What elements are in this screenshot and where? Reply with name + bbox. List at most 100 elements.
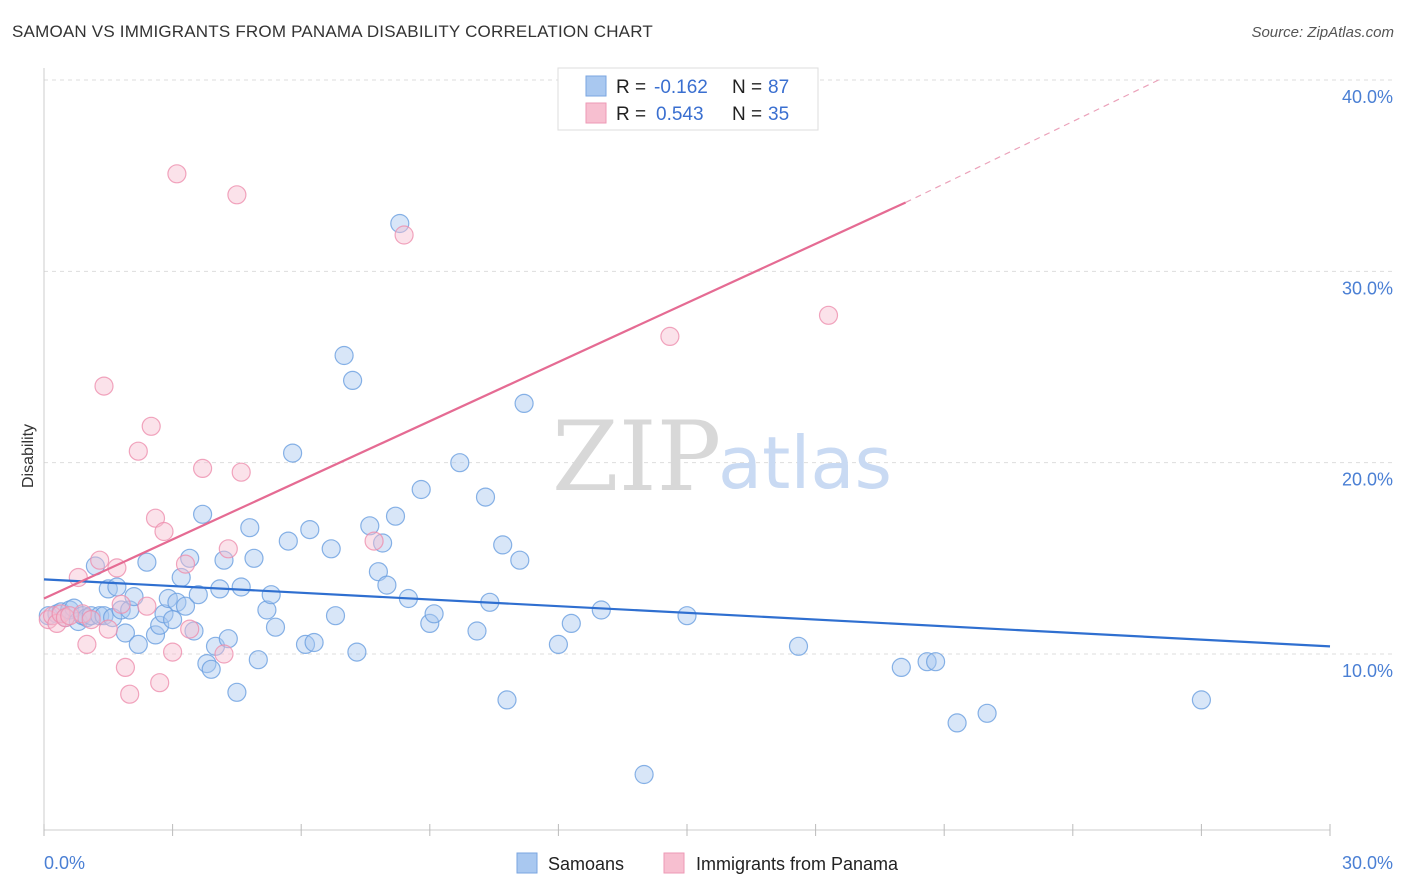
point-samoans (128, 634, 148, 655)
watermark-atlas: atlas (718, 421, 892, 505)
point-samoans (343, 370, 363, 390)
point-panama (94, 376, 114, 396)
legend-bottom: Samoans Immigrants from Panama (516, 852, 899, 874)
point-panama (137, 596, 157, 616)
point-samoans (201, 659, 221, 679)
point-samoans (257, 600, 277, 620)
point-samoans (467, 621, 487, 641)
point-samoans (248, 650, 268, 670)
point-panama (818, 305, 839, 325)
legend-r-value-panama: 0.543 (656, 104, 704, 125)
y-tick-label: 10.0% (1342, 661, 1393, 681)
point-samoans (977, 703, 997, 723)
point-panama (364, 531, 384, 551)
x-tick-label-min: 0.0% (44, 853, 85, 873)
point-samoans (891, 657, 911, 678)
y-tick-label: 30.0% (1342, 278, 1393, 298)
point-samoans (390, 213, 410, 234)
point-panama (214, 644, 234, 664)
point-samoans (591, 600, 611, 620)
point-samoans (634, 764, 654, 785)
point-samoans (145, 625, 166, 645)
point-samoans (231, 577, 251, 597)
point-samoans (347, 642, 367, 662)
point-samoans (163, 609, 183, 630)
point-panama (111, 594, 131, 614)
point-samoans (244, 548, 264, 568)
point-samoans (261, 585, 281, 605)
legend-r-label-samoans: R = (616, 77, 646, 98)
point-samoans (475, 487, 496, 507)
point-panama (227, 185, 247, 205)
point-panama (218, 539, 238, 559)
point-panama (141, 416, 161, 436)
point-panama (231, 462, 251, 482)
point-panama (81, 609, 101, 630)
point-panama (180, 619, 200, 639)
point-samoans (283, 443, 303, 463)
point-samoans (424, 604, 444, 624)
point-samoans (493, 535, 513, 555)
point-samoans (510, 550, 530, 570)
point-samoans (304, 632, 324, 653)
point-samoans (548, 634, 569, 655)
point-samoans (450, 453, 470, 473)
point-samoans (411, 479, 431, 500)
trendline-samoans (43, 578, 1331, 648)
point-samoans (377, 575, 397, 595)
point-samoans (385, 506, 406, 526)
point-samoans (321, 539, 341, 559)
y-axis-label: Disability (20, 424, 37, 488)
point-samoans (214, 550, 234, 570)
legend-top: R = -0.162 N = 87 R = 0.543 N = 35 (557, 67, 819, 131)
point-panama (175, 554, 196, 574)
point-samoans (1191, 690, 1212, 710)
x-tick-label-max: 30.0% (1342, 853, 1393, 873)
point-panama (90, 550, 110, 570)
legend-n-label-samoans: N = (732, 77, 762, 98)
legend-bottom-swatch-panama (663, 852, 685, 874)
point-panama (128, 441, 148, 461)
point-panama (167, 164, 187, 184)
trendline-panama (43, 201, 907, 600)
point-samoans (300, 519, 320, 540)
point-panama (115, 657, 136, 678)
y-tick-labels: 10.0% 20.0% 30.0% 40.0% (1342, 87, 1393, 681)
legend-bottom-label-samoans: Samoans (548, 854, 624, 874)
y-tick-label: 20.0% (1342, 470, 1393, 490)
point-samoans (514, 393, 534, 413)
point-samoans (175, 596, 196, 616)
legend-swatch-samoans (585, 75, 607, 97)
x-ticks (43, 824, 1331, 836)
point-panama (193, 458, 213, 478)
legend-n-label-panama: N = (732, 104, 762, 125)
point-samoans (218, 629, 238, 649)
point-panama (660, 326, 680, 346)
point-panama (154, 521, 174, 542)
point-samoans (107, 577, 127, 597)
point-samoans (420, 613, 440, 634)
point-samoans (925, 652, 946, 672)
legend-r-value-samoans: -0.162 (654, 77, 708, 98)
point-samoans (561, 613, 581, 634)
point-samoans (227, 682, 247, 702)
point-samoans (788, 636, 809, 656)
legend-r-label-panama: R = (616, 104, 646, 125)
point-samoans (947, 713, 967, 733)
point-samoans (677, 606, 697, 626)
point-panama (98, 619, 118, 639)
point-panama (150, 673, 170, 693)
scatter-points (38, 164, 1212, 785)
chart-source: Source: ZipAtlas.com (1251, 24, 1394, 41)
point-samoans (334, 345, 354, 366)
legend-bottom-swatch-samoans (516, 852, 538, 874)
watermark-zip: ZIP (552, 401, 721, 513)
point-samoans (137, 552, 157, 572)
point-panama (163, 642, 183, 662)
point-samoans (497, 690, 517, 710)
point-samoans (240, 518, 260, 538)
gridlines (44, 79, 1393, 655)
point-samoans (360, 516, 380, 536)
point-panama (120, 684, 140, 704)
